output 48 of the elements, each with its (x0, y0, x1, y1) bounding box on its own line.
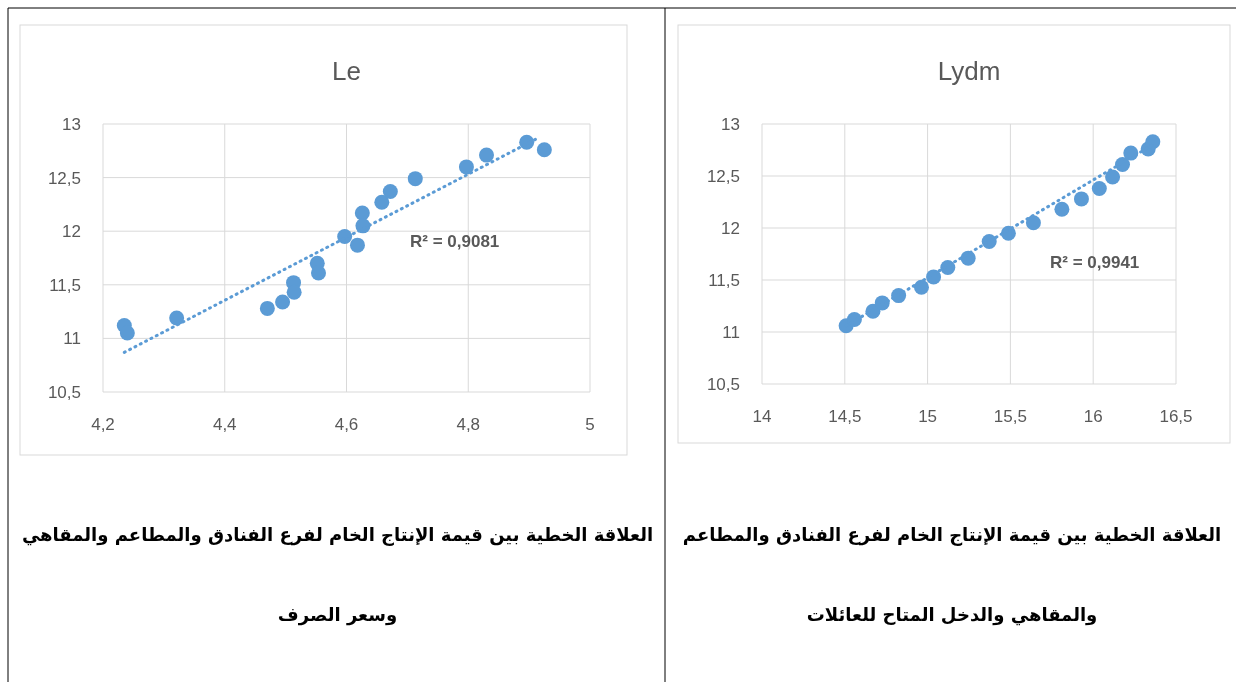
point (1073, 191, 1089, 207)
text: العلاقة الخطية بين قيمة الإنتاج الخام لفرع الفنادق والمطاعم والمقاهي وسعر الصرف (21, 524, 654, 625)
y-tick-label: 11 (63, 329, 81, 349)
point (259, 300, 275, 316)
point (458, 159, 474, 175)
y-tick-label: 12 (62, 222, 81, 242)
point (311, 265, 326, 281)
x-tick-label: 4,8 (456, 415, 481, 434)
x-tick-label: 16,5 (1159, 407, 1193, 426)
x-tick-label: 4,4 (212, 415, 237, 434)
annotation: R² = 0,9081 (410, 232, 500, 251)
x-tick-label: 5 (585, 415, 595, 434)
y-tick-label: 10,5 (706, 375, 740, 394)
y-tick-label: 12 (721, 219, 740, 238)
point (1091, 180, 1107, 196)
y-tick-label: 11 (722, 323, 740, 342)
point (1145, 134, 1161, 150)
y-tick-label: 11,5 (708, 271, 740, 290)
point (1105, 169, 1121, 185)
point (1054, 201, 1070, 217)
point (374, 194, 390, 210)
x-tick-label: 14 (752, 407, 772, 426)
point (479, 147, 495, 163)
point (382, 184, 398, 200)
x-tick-label: 16 (1083, 407, 1103, 426)
text: العلاقة الخطية بين قيمة الإنتاج الخام لفرع الفنادق والمطاعم والمقاهي والدخل المتاح للعائلات (682, 524, 1222, 625)
point (536, 142, 552, 158)
point (407, 171, 423, 187)
y-tick-label: 13 (62, 115, 81, 134)
y-tick-label: 11,5 (49, 275, 81, 295)
x-tick-label: 15,5 (993, 407, 1027, 426)
chart-title: Lydm (937, 56, 1001, 86)
point (354, 205, 370, 221)
point (275, 294, 291, 310)
point (349, 237, 365, 253)
y-tick-label: 10,5 (47, 383, 81, 402)
x-tick-label: 4,6 (334, 415, 359, 434)
point (1025, 215, 1041, 231)
x-tick-label: 15 (918, 407, 938, 426)
point (169, 310, 185, 326)
y-tick-label: 12,5 (47, 168, 81, 188)
x-tick-label: 14,5 (828, 407, 862, 426)
chart-title: Le (332, 56, 361, 86)
y-tick-label: 12,5 (706, 167, 740, 186)
y-tick-label: 13 (721, 115, 740, 134)
annotation: R² = 0,9941 (1050, 253, 1140, 272)
point (119, 325, 135, 341)
x-tick-label: 4,2 (91, 415, 115, 434)
